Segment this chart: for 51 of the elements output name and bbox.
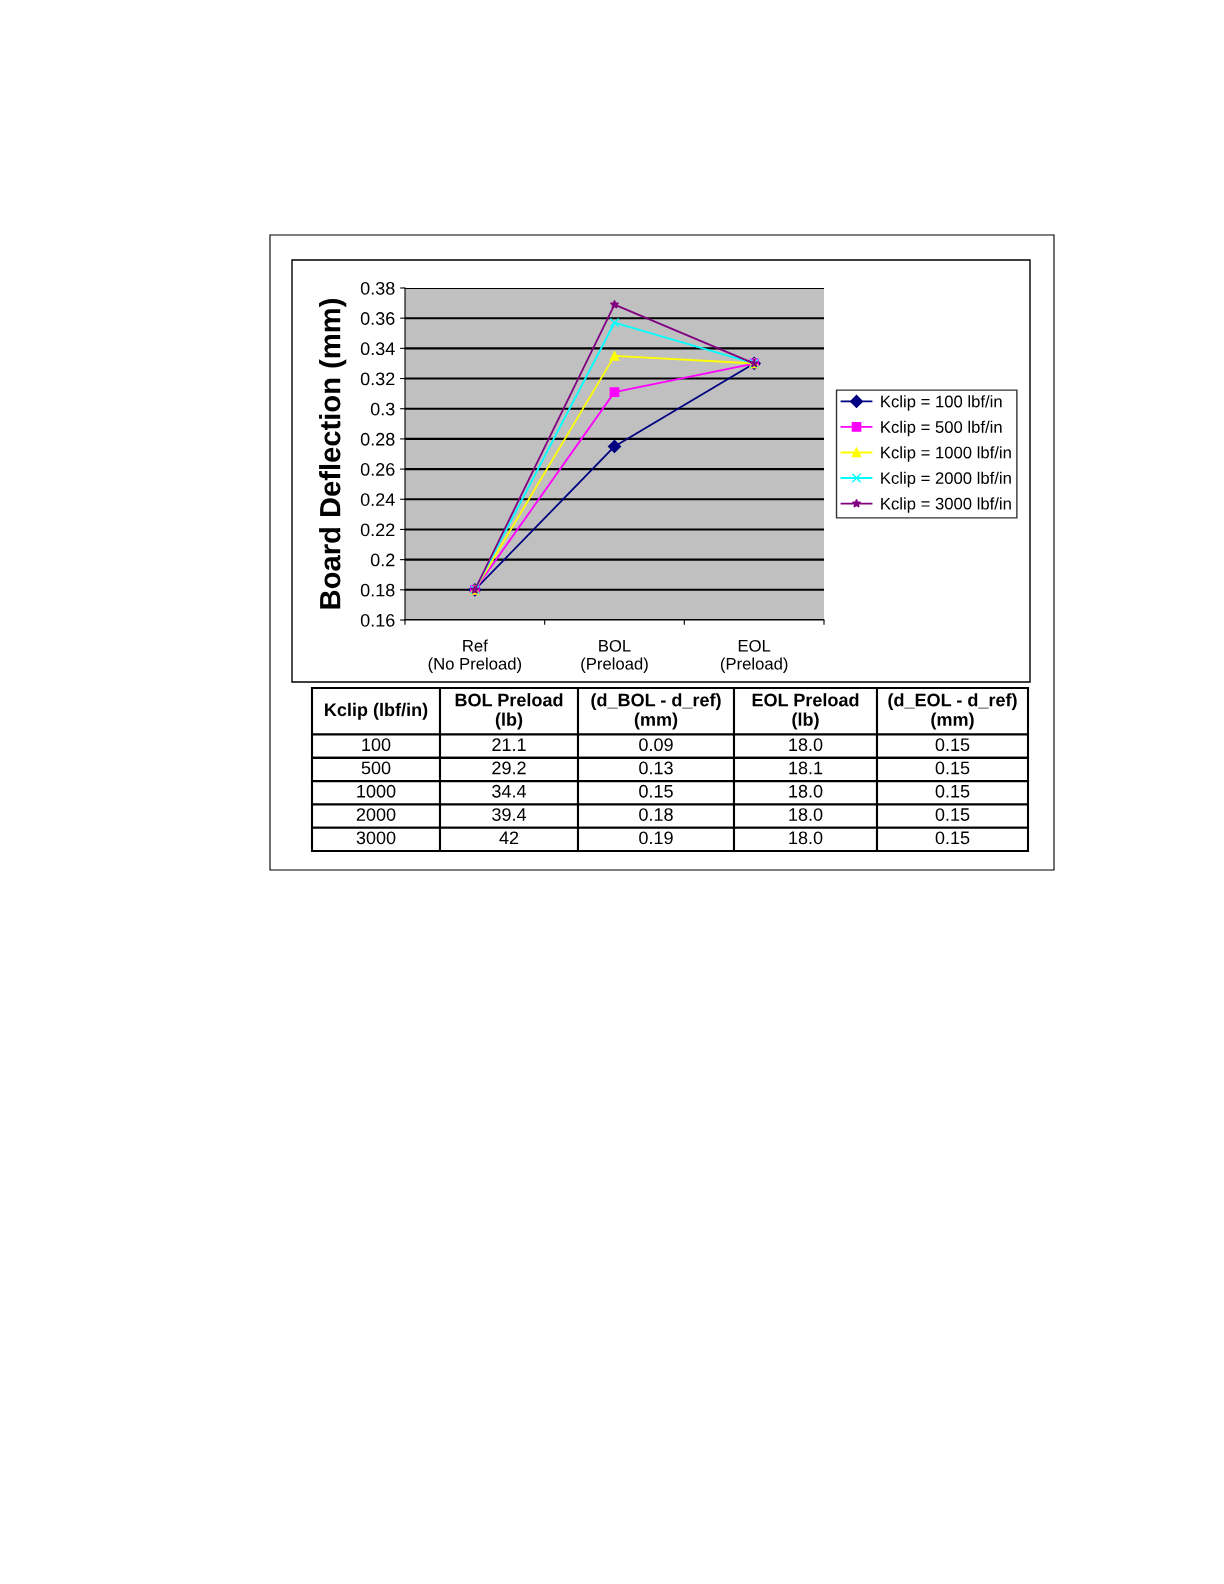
y-tick-label: 0.32 [360, 372, 395, 386]
text: 0.09 [639, 738, 673, 752]
text: 0.15 [935, 808, 970, 821]
text: 2000 [356, 808, 396, 821]
text: 100 [362, 738, 391, 752]
y-tick-label: 0.36 [360, 312, 395, 325]
x-tick-label: Ref (No Preload) [428, 639, 522, 673]
y-tick-label: 0.26 [360, 463, 395, 476]
category-label: EOL Preload (lb) [752, 693, 859, 730]
text: 42 [499, 831, 519, 845]
y-tick-label: 0.34 [360, 342, 395, 356]
text: 39.4 [492, 808, 527, 821]
y-tick-label: 0.38 [360, 281, 395, 295]
text: 0.18 [639, 808, 673, 821]
text: 0.13 [639, 761, 673, 775]
text: 18.1 [789, 761, 823, 775]
text: 18.0 [789, 808, 823, 821]
x-tick-label: BOL (Preload) [581, 639, 648, 673]
legend-label: Kclip = 100 lbf/in [881, 395, 1002, 411]
text: 3000 [356, 831, 396, 845]
y-tick-label: 0.22 [360, 523, 395, 537]
text: 0.15 [935, 761, 970, 775]
text: 0.19 [639, 831, 673, 845]
text: 0.15 [935, 784, 970, 798]
text: 29.2 [492, 761, 526, 775]
x-tick-label: EOL (Preload) [720, 639, 788, 673]
text: 1000 [357, 784, 396, 798]
y-tick-label: 0.24 [360, 493, 395, 506]
legend-label: Kclip = 500 lbf/in [881, 420, 1002, 437]
y-axis-title: Board Deflection (mm) [319, 299, 347, 609]
y-tick-label: 0.16 [360, 613, 395, 627]
category-label: BOL Preload (lb) [455, 693, 563, 730]
text: 0.15 [639, 784, 673, 798]
text: 21.1 [492, 738, 526, 751]
text: 18.0 [789, 738, 823, 752]
legend-label: Kclip = 2000 lbf/in [881, 471, 1011, 488]
legend-label: Kclip = 3000 lbf/in [881, 497, 1011, 513]
category-label: Kclip (lbf/in) [325, 702, 428, 720]
category-label: (d_EOL - d_ref) (mm) [888, 693, 1017, 730]
text: 500 [361, 761, 391, 775]
y-tick-label: 0.2 [370, 553, 395, 567]
category-label: (d_BOL - d_ref) (mm) [591, 693, 721, 730]
text: 0.15 [935, 831, 970, 845]
text: 18.0 [789, 784, 823, 798]
y-tick-label: 0.28 [360, 432, 395, 446]
text: 18.0 [789, 831, 823, 845]
text: 0.15 [935, 738, 970, 752]
legend-label: Kclip = 1000 lbf/in [881, 446, 1011, 462]
y-tick-label: 0.3 [370, 402, 395, 416]
y-tick-label: 0.18 [360, 583, 395, 597]
text: 34.4 [492, 784, 527, 798]
